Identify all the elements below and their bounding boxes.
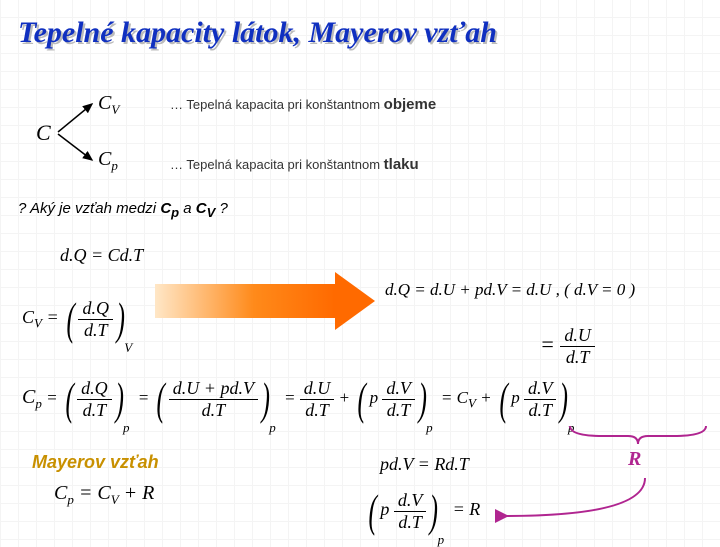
equation-cp-def: Cp = (d.Qd.T)p = (d.U + pd.Vd.T)p = d.Ud…	[22, 376, 578, 422]
page-title: Tepelné kapacity látok, Mayerov vzťah	[18, 16, 497, 50]
description-cp: … Tepelná kapacita pri konštantnom tlaku	[170, 156, 419, 173]
equation-rhs1: d.Q = d.U + pd.V = d.U , ( d.V = 0 )	[385, 280, 635, 300]
equation-pdV-frac: (p d.Vd.T)p = R	[365, 488, 480, 534]
equation-pdV: pd.V = Rd.T	[380, 454, 469, 475]
equation-dUdT: = d.Ud.T	[540, 325, 595, 368]
symbol-C: C	[36, 120, 51, 146]
symbol-Cv: CV	[98, 92, 119, 118]
orange-arrow-icon	[155, 272, 375, 330]
magenta-arrow-icon	[495, 478, 655, 523]
curly-brace-icon	[568, 424, 708, 451]
equation-cv-def: CV = (d.Qd.T)V	[22, 296, 136, 342]
description-cv: … Tepelná kapacita pri konštantnom objem…	[170, 96, 436, 113]
label-R: R	[628, 448, 641, 471]
equation-dQ: d.Q = Cd.T	[60, 245, 143, 266]
mayer-label: Mayerov vzťah	[32, 452, 159, 473]
mayer-equation: Cp = CV + R	[54, 482, 154, 508]
symbol-Cp: Cp	[98, 148, 118, 174]
question-text: ? Aký je vzťah medzi Cp a CV ?	[18, 200, 228, 220]
